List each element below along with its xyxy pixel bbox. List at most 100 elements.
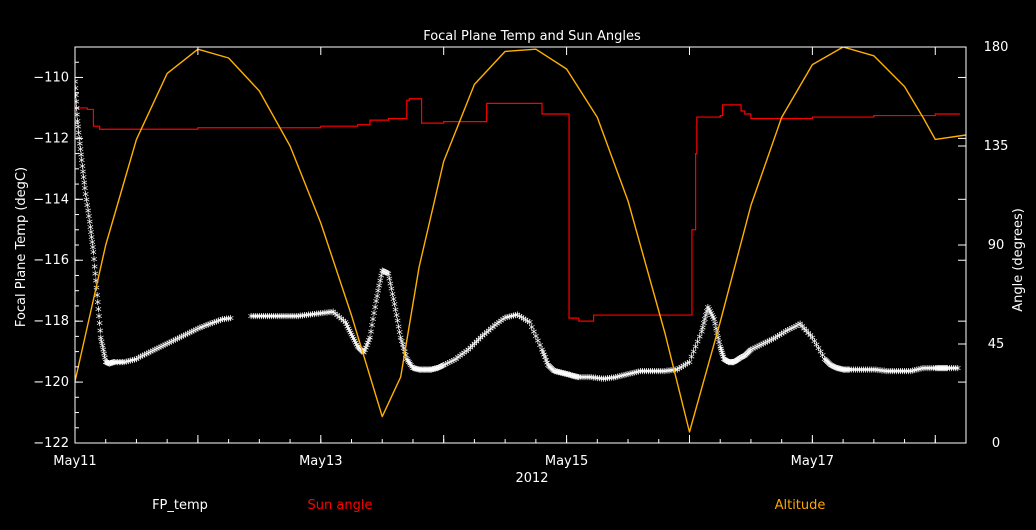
fp-temp-point: * xyxy=(106,359,113,374)
fp-temp-point: * xyxy=(702,315,709,330)
fp-temp-point: * xyxy=(348,330,355,345)
fp-temp-point: * xyxy=(74,117,81,132)
fp-temp-point: * xyxy=(227,314,234,329)
fp-temp-point: * xyxy=(822,356,829,371)
fp-temp-point: * xyxy=(488,325,495,340)
fp-temp-point: * xyxy=(96,312,103,327)
y-tick-label-left: −110 xyxy=(33,70,69,85)
fp-temp-point: * xyxy=(645,367,652,382)
fp-temp-point: * xyxy=(688,353,695,368)
fp-temp-point: * xyxy=(678,363,685,378)
fp-temp-point: * xyxy=(73,104,80,119)
fp-temp-point: * xyxy=(726,358,733,373)
left-axis: −122 −120 −118 −116 −114 −112 −110 xyxy=(33,46,966,451)
fp-temp-point: * xyxy=(307,310,314,325)
fp-temp-point: * xyxy=(725,357,732,372)
fp-temp-point: * xyxy=(447,358,454,373)
fp-temp-point: * xyxy=(347,328,354,343)
fp-temp-point: * xyxy=(437,362,444,377)
fp-temp-point: * xyxy=(928,364,935,379)
fp-temp-point: * xyxy=(541,351,548,366)
fp-temp-point: * xyxy=(837,365,844,380)
fp-temp-point: * xyxy=(73,97,80,112)
fp-temp-point: * xyxy=(309,310,316,325)
fp-temp-point: * xyxy=(699,327,706,342)
fp-temp-point: * xyxy=(83,195,90,210)
fp-temp-point: * xyxy=(73,91,80,106)
fp-temp-point: * xyxy=(524,317,531,332)
fp-temp-point: * xyxy=(739,353,746,368)
fp-temp-point: * xyxy=(732,357,739,372)
fp-temp-point: * xyxy=(148,348,155,363)
fp-temp-point: * xyxy=(305,311,312,326)
fp-temp-point: * xyxy=(345,324,352,339)
fp-temp-point: * xyxy=(552,367,559,382)
fp-temp-point: * xyxy=(846,365,853,380)
fp-temp-point: * xyxy=(843,365,850,380)
fp-temp-point: * xyxy=(252,312,259,327)
fp-temp-point: * xyxy=(721,355,728,370)
fp-temp-point: * xyxy=(258,312,265,327)
fp-temp-point: * xyxy=(907,367,914,382)
fp-temp-point: * xyxy=(98,337,105,352)
fp-temp-point: * xyxy=(918,364,925,379)
fp-temp-point: * xyxy=(445,359,452,374)
fp-temp-point: * xyxy=(897,367,904,382)
fp-temp-point: * xyxy=(705,303,712,318)
fp-temp-point: * xyxy=(303,311,310,326)
fp-temp-point: * xyxy=(531,327,538,342)
fp-temp-point: * xyxy=(664,367,671,382)
fp-temp-point: * xyxy=(291,312,298,327)
fp-temp-point: * xyxy=(839,365,846,380)
fp-temp-point: * xyxy=(459,350,466,365)
fp-temp-point: * xyxy=(930,364,937,379)
fp-temp-point: * xyxy=(735,355,742,370)
fp-temp-point: * xyxy=(137,353,144,368)
fp-temp-point: * xyxy=(909,366,916,381)
fp-temp-point: * xyxy=(674,365,681,380)
fp-temp-point: * xyxy=(90,248,97,263)
fp-temp-point: * xyxy=(481,330,488,345)
fp-temp-point: * xyxy=(733,356,740,371)
fp-temp-point: * xyxy=(766,336,773,351)
fp-temp-point: * xyxy=(824,358,831,373)
fp-temp-point: * xyxy=(496,318,503,333)
fp-temp-point: * xyxy=(582,373,589,388)
fp-temp-point: * xyxy=(875,366,882,381)
fp-temp-point: * xyxy=(97,326,104,341)
fp-temp-point: * xyxy=(281,312,288,327)
fp-temp-point: * xyxy=(562,370,569,385)
fp-temp-point: * xyxy=(498,317,505,332)
fp-temp-point: * xyxy=(483,328,490,343)
fp-temp-point: * xyxy=(93,284,100,299)
fp-temp-point: * xyxy=(219,315,226,330)
fp-temp-point: * xyxy=(131,355,138,370)
fp-temp-point: * xyxy=(738,353,745,368)
fp-temp-point: * xyxy=(718,347,725,362)
x-axis-label: 2012 xyxy=(515,471,548,486)
fp-temp-point: * xyxy=(129,356,136,371)
fp-temp-point: * xyxy=(926,364,933,379)
fp-temp-point: * xyxy=(545,361,552,376)
fp-temp-point: * xyxy=(916,365,923,380)
fp-temp-point: * xyxy=(403,351,410,366)
fp-temp-point: * xyxy=(762,339,769,354)
legend-item: Altitude xyxy=(775,498,826,513)
fp-temp-point: * xyxy=(378,271,385,286)
fp-temp-point: * xyxy=(407,359,414,374)
fp-temp-point: * xyxy=(209,319,216,334)
fp-temp-point: * xyxy=(414,365,421,380)
fp-temp-point: * xyxy=(351,336,358,351)
fp-temp-point: * xyxy=(111,358,118,373)
fp-temp-point: * xyxy=(948,364,955,379)
fp-temp-point: * xyxy=(741,352,748,367)
fp-temp-point: * xyxy=(376,282,383,297)
fp-temp-point: * xyxy=(279,312,286,327)
fp-temp-point: * xyxy=(662,367,669,382)
fp-temp-point: * xyxy=(743,351,750,366)
fp-temp-point: * xyxy=(950,364,957,379)
fp-temp-point: * xyxy=(873,366,880,381)
fp-temp-point: * xyxy=(492,321,499,336)
fp-temp-point: * xyxy=(207,320,214,335)
